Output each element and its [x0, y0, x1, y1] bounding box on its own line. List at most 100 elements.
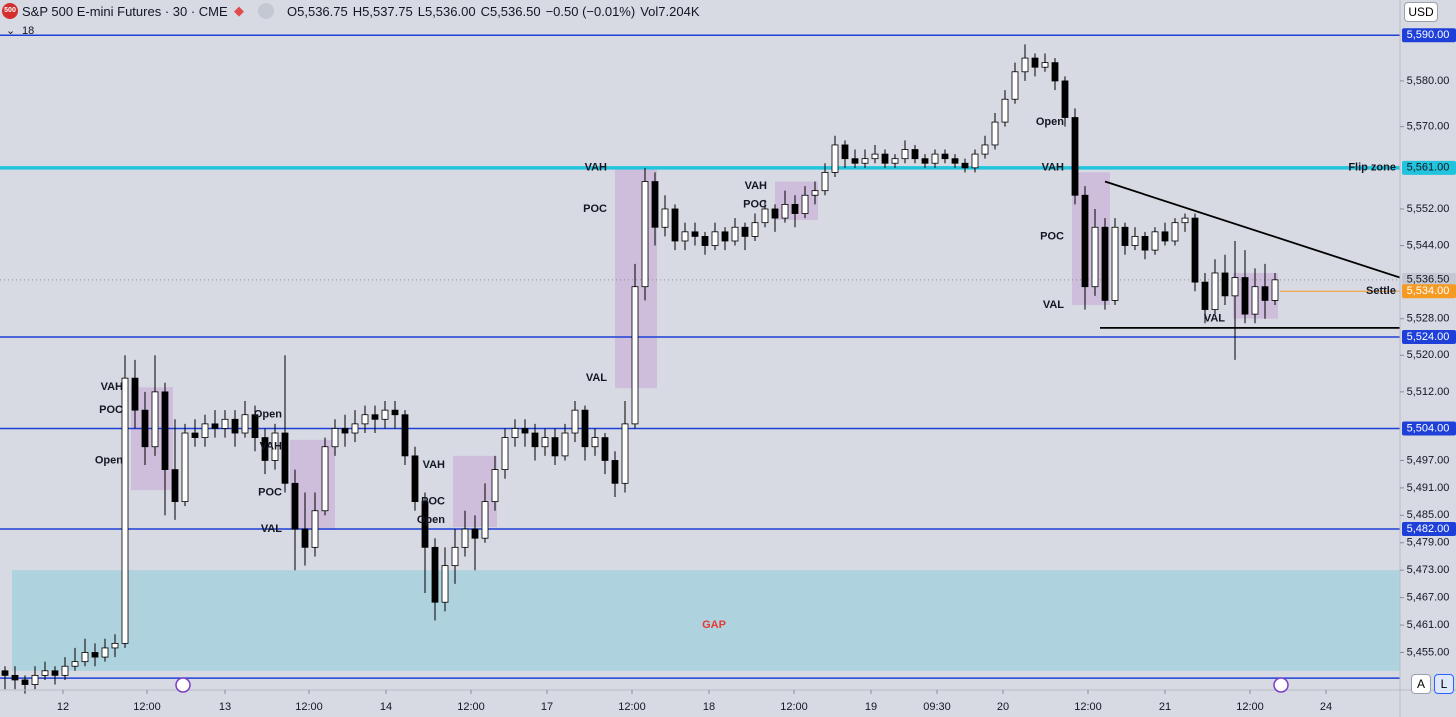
- candle-body: [481, 501, 489, 539]
- profile-label: Open: [1036, 116, 1064, 128]
- candle-body: [931, 153, 939, 164]
- candle-body: [1191, 217, 1199, 283]
- candle-body: [371, 414, 379, 420]
- y-tick-label: 5,520.00: [1407, 349, 1450, 361]
- y-tick-label: 5,512.00: [1407, 386, 1450, 398]
- event-icon: [1273, 677, 1289, 693]
- candle-body: [1131, 236, 1139, 246]
- y-tick-label: 5,473.00: [1407, 564, 1450, 576]
- candle-body: [601, 437, 609, 461]
- profile-label: VAH: [585, 162, 607, 174]
- price-badge: [1402, 160, 1456, 175]
- candle-body: [651, 181, 659, 228]
- candle-body: [381, 409, 389, 420]
- candle-body: [1031, 57, 1039, 68]
- price-badge-label: 5,590.00: [1407, 29, 1450, 41]
- level-name: Flip zone: [1348, 162, 1396, 174]
- candle-body: [1231, 277, 1239, 297]
- candle-body: [1091, 226, 1099, 288]
- currency-button[interactable]: USD: [1404, 2, 1438, 22]
- y-tick-label: 5,552.00: [1407, 203, 1450, 215]
- indicator-toggle[interactable]: ⌄: [6, 25, 16, 37]
- y-tick-label: 5,461.00: [1407, 619, 1450, 631]
- y-tick-label: 5,491.00: [1407, 482, 1450, 494]
- price-badge: [1402, 28, 1456, 43]
- candle-body: [31, 674, 39, 685]
- level-name: Settle: [1366, 285, 1396, 297]
- y-tick-label: 5,479.00: [1407, 537, 1450, 549]
- profile-label: VAL: [1043, 299, 1064, 311]
- y-tick-label: 5,497.00: [1407, 454, 1450, 466]
- candle-body: [1081, 194, 1089, 288]
- candle-body: [151, 391, 159, 448]
- ohlc-value: 7.204K: [658, 4, 700, 19]
- x-tick-label: 12:00: [1074, 701, 1102, 713]
- candle-body: [261, 437, 269, 461]
- menu-icon[interactable]: [258, 3, 274, 19]
- price-badge-label: 5,534.00: [1407, 285, 1450, 297]
- candle-body: [561, 432, 569, 457]
- candle-body: [221, 418, 229, 429]
- candle-body: [711, 231, 719, 246]
- candle-body: [331, 428, 339, 448]
- candle-body: [611, 460, 619, 484]
- candle-body: [1201, 281, 1209, 310]
- x-tick-label: 20: [997, 701, 1009, 713]
- candle-body: [1001, 98, 1009, 123]
- candle-body: [671, 208, 679, 242]
- candle-body: [901, 149, 909, 160]
- candle-body: [981, 144, 989, 155]
- x-tick-label: 09:30: [923, 701, 951, 713]
- candle-body: [1211, 272, 1219, 310]
- candle-body: [291, 482, 299, 530]
- price-badge: [1402, 284, 1456, 299]
- y-tick-label: 5,580.00: [1407, 75, 1450, 87]
- candle-body: [1241, 277, 1249, 315]
- profile-label: VAH: [101, 381, 123, 393]
- candle-body: [251, 414, 259, 438]
- candle-body: [211, 423, 219, 429]
- candle-body: [431, 546, 439, 603]
- profile-label: POC: [743, 198, 767, 210]
- y-tick-label: 5,455.00: [1407, 646, 1450, 658]
- ohlc-value: 5,537.75: [362, 4, 413, 19]
- profile-label: VAH: [1042, 162, 1064, 174]
- candle-body: [941, 153, 949, 160]
- candle-body: [1011, 71, 1019, 100]
- candle-body: [351, 423, 359, 434]
- x-tick-label: 17: [541, 701, 553, 713]
- candle-body: [1141, 236, 1149, 251]
- candle-body: [471, 528, 479, 539]
- y-tick-label: 5,570.00: [1407, 121, 1450, 133]
- candle-body: [1181, 217, 1189, 224]
- candle-body: [641, 181, 649, 288]
- ohlc-readout: O5,536.75 H5,537.75 L5,536.00 C5,536.50 −0.5…: [287, 4, 704, 19]
- logo: 500: [2, 3, 18, 19]
- candle-body: [761, 208, 769, 224]
- candle-body: [71, 661, 79, 667]
- price-badge-label: 5,524.00: [1407, 331, 1450, 343]
- candle-body: [1041, 62, 1049, 68]
- candle-body: [951, 158, 959, 164]
- candle-body: [911, 149, 919, 160]
- ohlc-key: H: [352, 4, 363, 19]
- candle-body: [841, 144, 849, 160]
- candle-body: [451, 546, 459, 567]
- candle-body: [401, 414, 409, 457]
- profile-label: POC: [99, 404, 123, 416]
- candle-body: [171, 469, 179, 503]
- candle-body: [91, 652, 99, 658]
- auto-scale-button[interactable]: A: [1411, 674, 1431, 694]
- candle-body: [721, 231, 729, 242]
- candle-body: [891, 158, 899, 164]
- candle-body: [591, 437, 599, 448]
- symbol[interactable]: S&P 500 E-mini Futures · 30 · CME: [22, 4, 228, 19]
- price-badge-label: 5,504.00: [1407, 422, 1450, 434]
- candle-body: [621, 423, 629, 484]
- candle-body: [791, 203, 799, 214]
- candle-body: [531, 432, 539, 448]
- log-button[interactable]: L: [1434, 674, 1454, 694]
- flag-icon[interactable]: ◆: [234, 3, 244, 18]
- candle-body: [281, 432, 289, 484]
- candle-body: [11, 674, 19, 681]
